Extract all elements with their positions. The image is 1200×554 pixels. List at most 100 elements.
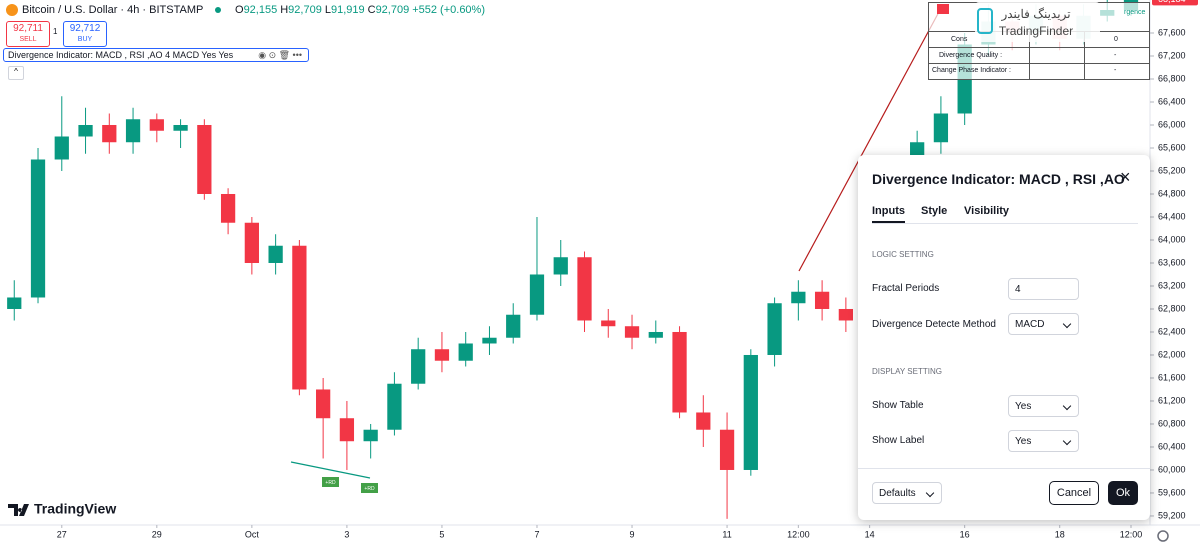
candle-body — [387, 383, 402, 430]
x-tick-label: 9 — [630, 529, 635, 539]
buy-button[interactable]: 92,712 BUY — [63, 21, 107, 47]
table-cell: Divergence Quality : — [939, 52, 1003, 59]
candle-body — [648, 331, 663, 338]
y-tick-label: 63,200 — [1158, 280, 1186, 290]
x-tick-label: 12:00 — [1120, 529, 1143, 539]
ohlc-part: 92,709 — [375, 4, 410, 16]
ohlc-part: O — [235, 4, 244, 16]
candle-body — [814, 291, 830, 309]
status-dot — [215, 7, 221, 13]
y-tick-label: 64,000 — [1158, 234, 1186, 244]
candle-body — [339, 418, 355, 442]
candle-body — [506, 314, 521, 338]
field-label: Divergence Detecte Method — [872, 319, 996, 330]
candle-body — [933, 113, 949, 143]
table-icon — [937, 4, 949, 14]
field-label: Show Label — [872, 435, 925, 446]
watermark-en: TradingFinder — [998, 24, 1074, 38]
ohlc-part: 92,155 — [243, 4, 278, 16]
indicator-legend[interactable]: Divergence Indicator: MACD , RSI ,AO 4 M… — [3, 48, 309, 62]
settings-icon[interactable] — [1157, 530, 1169, 542]
y-tick-label: 66,400 — [1158, 96, 1186, 106]
ohlc-part: L — [324, 4, 331, 16]
ohlc-part: +552 (+0.60%) — [412, 4, 485, 16]
table-cell: - — [1114, 67, 1117, 74]
divergence-line — [290, 461, 371, 479]
x-tick-label: 12:00 — [787, 529, 810, 539]
candle-body — [743, 354, 758, 470]
candle-body — [173, 124, 188, 131]
table-select[interactable]: Yes — [1008, 395, 1079, 417]
x-tick-label: 5 — [439, 529, 444, 539]
sell-button[interactable]: 92,711 SELL — [6, 21, 50, 47]
field-label: Show Table — [872, 400, 924, 411]
candle-body — [601, 320, 616, 327]
y-tick-label: 62,400 — [1158, 326, 1186, 336]
divergence-label: +RD — [364, 486, 375, 492]
table-cell: Cons — [951, 36, 968, 43]
sell-text: SELL — [19, 36, 37, 43]
ohlc-part: 92,709 — [288, 4, 322, 16]
y-tick-label: 65,600 — [1158, 142, 1186, 152]
tab[interactable]: Inputs — [872, 205, 905, 223]
y-tick-label: 66,000 — [1158, 119, 1186, 129]
candle-body — [434, 349, 450, 361]
x-tick-label: 3 — [344, 529, 349, 539]
dialog-title: Divergence Indicator: MACD , RSI ,AO — [872, 171, 1125, 187]
candle-body — [553, 257, 568, 275]
candle-body — [54, 136, 69, 160]
label-select[interactable]: Yes — [1008, 430, 1079, 452]
method-select[interactable]: MACD — [1008, 313, 1079, 335]
btc-icon — [6, 4, 18, 16]
candle-body — [244, 222, 259, 263]
x-tick-label: 16 — [960, 529, 970, 539]
y-tick-label: 67,200 — [1158, 50, 1186, 60]
divergence-label-box — [322, 477, 339, 487]
settings-dialog: Divergence Indicator: MACD , RSI ,AO × I… — [858, 155, 1150, 520]
candle-body — [767, 303, 782, 355]
y-tick-label: 61,200 — [1158, 395, 1186, 405]
watermark-fa: تریدینگ فایندر — [1001, 7, 1071, 21]
candle-body — [316, 389, 331, 419]
y-tick-label: 63,600 — [1158, 257, 1186, 267]
fractal-input[interactable]: 4 — [1008, 278, 1079, 300]
y-tick-label: 59,200 — [1158, 510, 1186, 520]
table-corner: rgence — [1124, 9, 1146, 16]
field-label: Fractal Periods — [872, 283, 940, 294]
last-price-box — [1152, 0, 1198, 6]
indicator-name: Divergence Indicator: MACD , RSI ,AO — [8, 50, 163, 60]
tab[interactable]: Visibility — [964, 205, 1010, 217]
candle-body — [411, 349, 426, 384]
y-tick-label: 62,800 — [1158, 303, 1186, 313]
collapse-button[interactable]: ^ — [8, 66, 24, 80]
candle-body — [672, 331, 687, 413]
candle-body — [197, 124, 212, 194]
buy-price: 92,712 — [69, 23, 101, 34]
candle-body — [624, 326, 640, 338]
tradingview-logo: TradingView — [8, 501, 116, 517]
close-button[interactable]: × — [1120, 167, 1131, 187]
section-heading: LOGIC SETTING — [872, 250, 934, 259]
candle-body — [529, 274, 545, 315]
x-tick-label: 18 — [1055, 529, 1065, 539]
candle-body — [719, 429, 735, 470]
watermark-logo — [977, 8, 993, 34]
x-tick-label: Oct — [245, 529, 260, 539]
divergence-line — [798, 9, 941, 272]
candle-body — [482, 337, 497, 344]
candle-body — [268, 245, 283, 263]
divergence-label-box — [361, 483, 378, 493]
ok-button[interactable]: Ok — [1108, 481, 1138, 505]
candle-body — [102, 124, 117, 143]
cancel-button[interactable]: Cancel — [1049, 481, 1099, 505]
table-cell: 0 — [1114, 36, 1118, 43]
ohlc: O92,155 H92,709 L91,919 C92,709 +552 (+0.60%… — [235, 4, 485, 16]
divergence-label: +RD — [325, 480, 336, 486]
ohlc-part: H — [280, 4, 289, 16]
watermark: تریدینگ فایندر TradingFinder — [975, 2, 1100, 42]
defaults-select[interactable]: Defaults — [872, 482, 942, 504]
tab[interactable]: Style — [921, 205, 948, 217]
candle-body — [125, 119, 141, 143]
x-tick-label: 29 — [152, 529, 162, 539]
